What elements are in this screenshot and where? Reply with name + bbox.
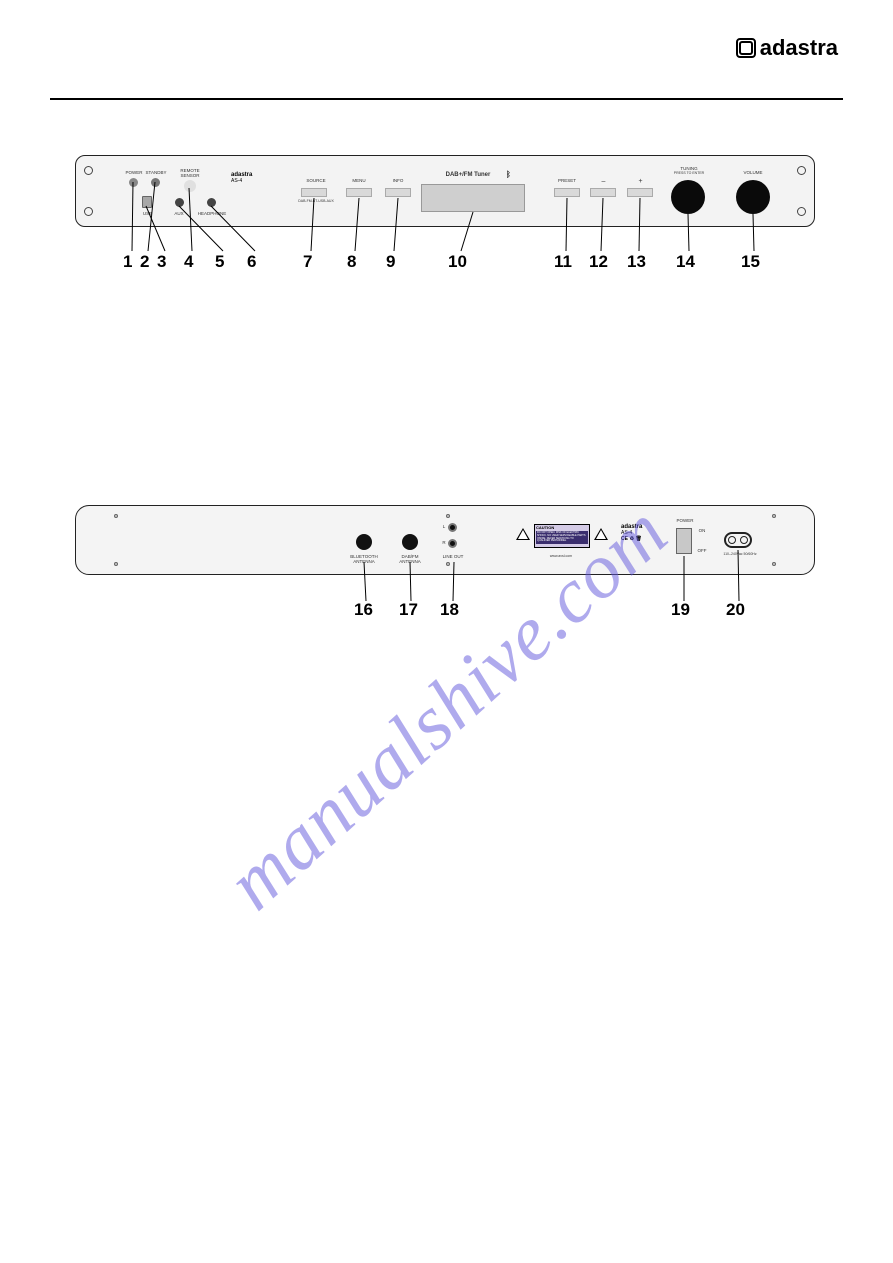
callout-12: 12 — [589, 252, 608, 272]
warning-triangle-icon — [516, 528, 530, 540]
front-panel: POWER STANDBY REMOTE SENSOR USB AUX HEAD… — [75, 155, 815, 227]
bluetooth-icon: ᛒ — [506, 170, 511, 179]
brand-icon — [736, 38, 756, 58]
dabfm-antenna-label: DAB/FM ANTENNA — [394, 554, 426, 564]
source-label: SOURCE — [298, 178, 334, 183]
rack-hole — [797, 166, 806, 175]
tuning-sub-label: PRESS TO ENTER — [666, 171, 712, 175]
callout-4: 4 — [184, 252, 193, 272]
callout-16: 16 — [354, 600, 373, 620]
power-off-label: OFF — [696, 548, 708, 553]
aux-label: AUX — [170, 211, 188, 216]
preset-button[interactable] — [554, 188, 580, 197]
rear-panel-figure: BLUETOOTH ANTENNA DAB/FM ANTENNA L R LIN… — [75, 505, 815, 605]
callout-17: 17 — [399, 600, 418, 620]
rear-panel: BLUETOOTH ANTENNA DAB/FM ANTENNA L R LIN… — [75, 505, 815, 575]
callout-9: 9 — [386, 252, 395, 272]
panel-model: AS-4 — [231, 178, 242, 184]
aux-jack[interactable] — [175, 198, 184, 207]
shock-triangle-icon — [594, 528, 608, 540]
chassis-screw — [446, 562, 450, 566]
rack-hole — [84, 207, 93, 216]
callout-15: 15 — [741, 252, 760, 272]
power-led — [129, 178, 138, 187]
caution-body: DO NOT OPEN. RISK OF ELECTRIC SHOCK. NO … — [536, 531, 588, 544]
callout-19: 19 — [671, 600, 690, 620]
callout-13: 13 — [627, 252, 646, 272]
line-out-R: R — [440, 540, 448, 545]
display-title: DAB+/FM Tuner — [428, 172, 508, 178]
brand-logo: adastra — [736, 35, 838, 61]
remote-sensor-label: REMOTE SENSOR — [176, 168, 204, 178]
cert-mark: CE — [621, 536, 628, 542]
chassis-screw — [114, 514, 118, 518]
menu-button[interactable] — [346, 188, 372, 197]
rear-callout-row: 16 17 18 19 20 — [75, 575, 815, 605]
front-panel-figure: POWER STANDBY REMOTE SENSOR USB AUX HEAD… — [75, 155, 815, 257]
mains-rating: 110–240Vac 50/60Hz — [716, 552, 764, 556]
callout-2: 2 — [140, 252, 149, 272]
callout-1: 1 — [123, 252, 132, 272]
info-label: INFO — [388, 178, 408, 183]
line-out-label: LINE OUT — [438, 554, 468, 559]
minus-label: – — [596, 178, 611, 185]
dab-fm-antenna-connector[interactable] — [402, 534, 418, 550]
chassis-screw — [772, 562, 776, 566]
caution-title: CAUTION — [536, 525, 554, 530]
power-switch-label: POWER — [673, 518, 697, 523]
header-rule — [50, 98, 843, 100]
headphone-label: HEADPHONE — [195, 211, 229, 216]
bt-antenna-label: BLUETOOTH ANTENNA — [346, 554, 382, 564]
chassis-screw — [446, 514, 450, 518]
volume-knob[interactable] — [736, 180, 770, 214]
callout-6: 6 — [247, 252, 256, 272]
callout-3: 3 — [157, 252, 166, 272]
source-button[interactable] — [301, 188, 327, 197]
callout-11: 11 — [554, 252, 572, 272]
caution-label-plate: CAUTION DO NOT OPEN. RISK OF ELECTRIC SH… — [534, 524, 590, 548]
remote-sensor — [184, 180, 196, 192]
bluetooth-antenna-connector[interactable] — [356, 534, 372, 550]
iec-mains-inlet[interactable] — [724, 532, 752, 548]
panel-brand: adastra AS-4 — [231, 172, 252, 184]
plus-button[interactable] — [627, 188, 653, 197]
line-out-L: L — [440, 524, 448, 529]
front-callout-row: 1 2 3 4 5 6 7 8 9 10 11 12 13 14 15 — [75, 227, 815, 257]
callout-10: 10 — [448, 252, 467, 272]
menu-label: MENU — [348, 178, 370, 183]
brand-text: adastra — [760, 35, 838, 61]
callout-20: 20 — [726, 600, 745, 620]
usb-label: USB — [140, 211, 155, 216]
chassis-screw — [772, 514, 776, 518]
power-on-label: ON — [696, 528, 708, 533]
rack-hole — [84, 166, 93, 175]
website-label: www.avsl.com — [531, 554, 591, 558]
rca-right[interactable] — [448, 539, 457, 548]
source-sub-label: DAB-FM-BT-USB-AUX — [292, 199, 340, 203]
usb-port[interactable] — [142, 196, 152, 208]
rca-left[interactable] — [448, 523, 457, 532]
rear-brand: adastra AS-4 CE ♻ 🗑 — [621, 524, 642, 542]
minus-button[interactable] — [590, 188, 616, 197]
volume-label: VOLUME — [737, 170, 769, 175]
info-button[interactable] — [385, 188, 411, 197]
power-switch[interactable] — [676, 528, 692, 554]
callout-5: 5 — [215, 252, 224, 272]
callout-8: 8 — [347, 252, 356, 272]
plus-label: + — [633, 178, 648, 185]
standby-label: STANDBY — [145, 170, 167, 175]
power-label: POWER — [124, 170, 144, 175]
rack-hole — [797, 207, 806, 216]
callout-14: 14 — [676, 252, 695, 272]
preset-label: PRESET — [555, 178, 579, 183]
callout-18: 18 — [440, 600, 459, 620]
tuning-knob[interactable] — [671, 180, 705, 214]
headphone-jack[interactable] — [207, 198, 216, 207]
chassis-screw — [114, 562, 118, 566]
lcd-display — [421, 184, 525, 212]
callout-7: 7 — [303, 252, 312, 272]
standby-button[interactable] — [151, 178, 160, 187]
